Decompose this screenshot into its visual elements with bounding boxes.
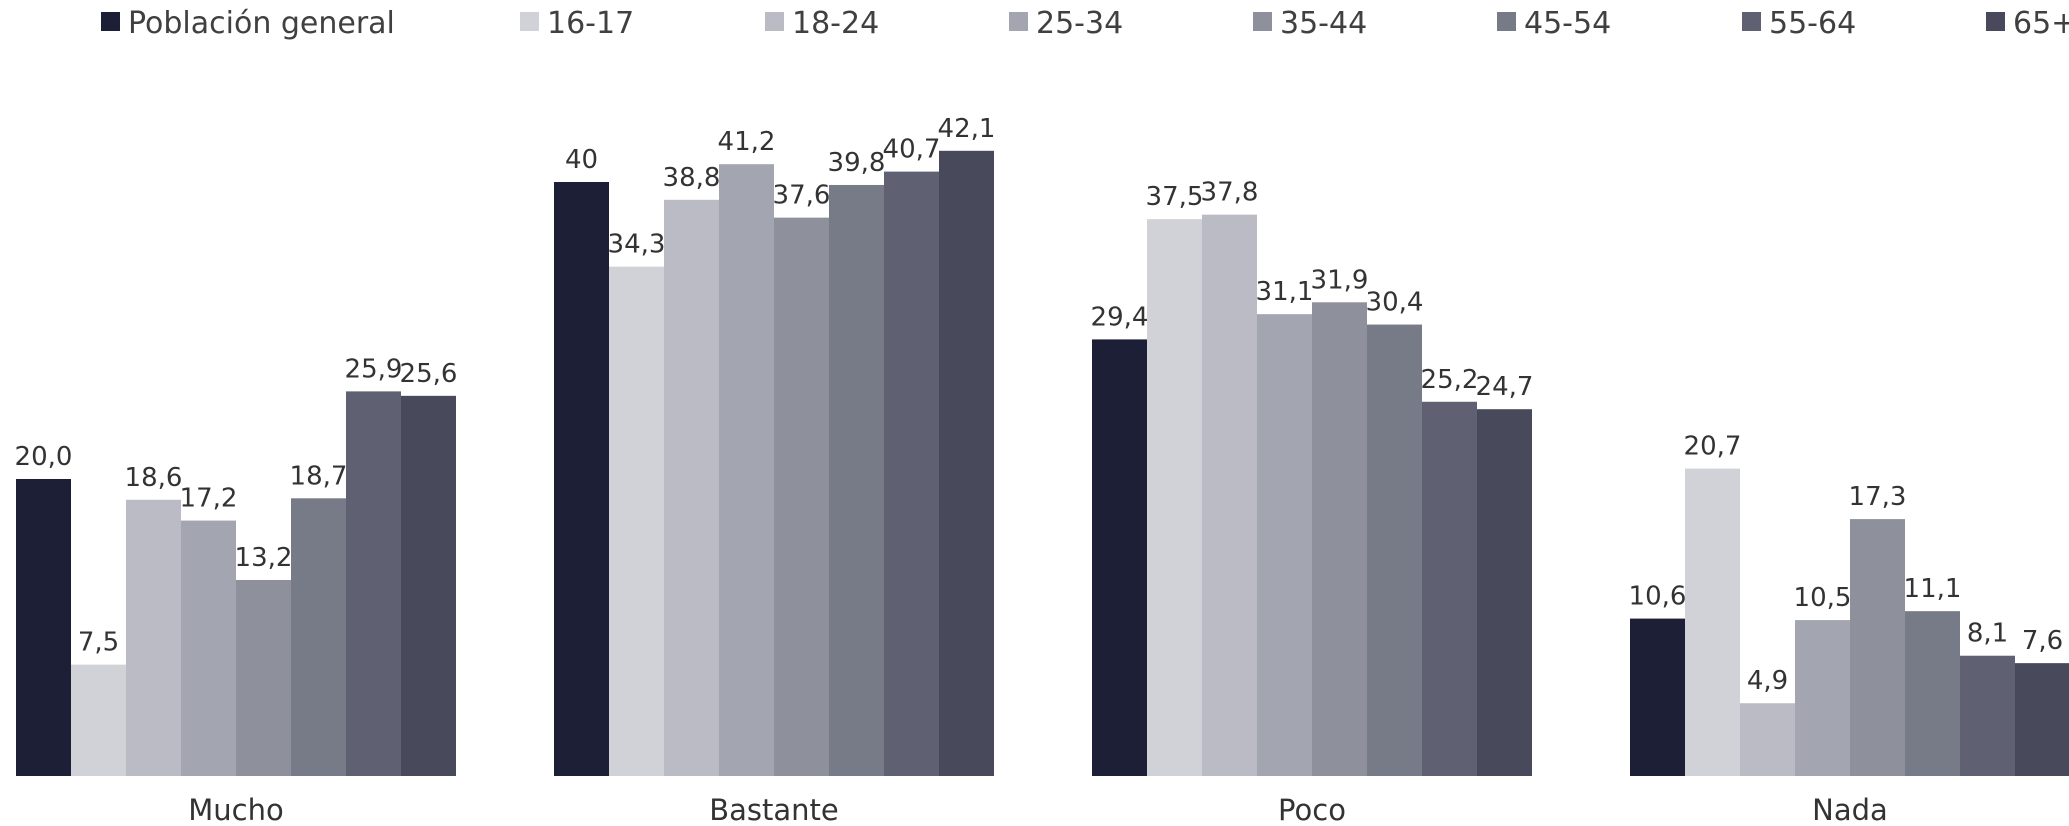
data-label-poco-16-17: 37,5 [1146,182,1204,212]
bar-bastante-poblaci-n-general [554,182,609,776]
legend-swatch-35-44 [1253,12,1272,31]
data-label-bastante-45-54: 39,8 [828,148,886,178]
bar-mucho-35-44 [236,579,291,776]
bar-mucho-16-17 [71,664,126,776]
bars [16,150,2069,777]
data-label-mucho-16-17: 7,5 [78,628,119,658]
data-label-mucho-55-64: 25,9 [345,354,403,384]
data-label-poco-25-34: 31,1 [1256,277,1314,307]
legend-swatch-55-64 [1742,12,1761,31]
data-label-mucho-18-24: 18,6 [125,463,183,493]
bar-mucho-45-54 [291,498,346,776]
legend-swatch-poblaci-n-general [101,12,120,31]
bar-mucho-65plus [401,395,456,776]
legend-swatch-16-17 [520,12,539,31]
bar-poco-55-64 [1422,401,1477,776]
category-label-mucho: Mucho [188,793,283,826]
bar-mucho-18-24 [126,499,181,776]
data-label-nada-poblaci-n-general: 10,6 [1629,582,1687,612]
data-label-nada-25-34: 10,5 [1794,583,1852,613]
data-label-bastante-18-24: 38,8 [663,163,721,193]
bar-nada-55-64 [1960,655,2015,776]
data-label-mucho-65plus: 25,6 [400,359,458,389]
data-label-bastante-55-64: 40,7 [883,135,941,165]
legend-swatch-45-54 [1497,12,1516,31]
legend-label-55-64: 55-64 [1769,6,1856,41]
bar-bastante-45-54 [829,184,884,777]
category-axis: Mucho Bastante Poco Nada [188,793,1888,826]
legend-label-18-24: 18-24 [792,6,879,41]
bar-poco-45-54 [1367,324,1422,776]
data-labels: 20,0 7,5 18,617,2 13,2 18,7 25,925,6 40 34,3 38,… [15,114,2064,696]
data-label-poco-35-44: 31,9 [1311,265,1369,295]
legend-label-35-44: 35-44 [1280,6,1367,41]
bar-bastante-55-64 [884,171,939,777]
data-label-nada-18-24: 4,9 [1747,666,1788,696]
data-label-bastante-25-34: 41,2 [718,127,776,157]
legend-label-65plus: 65+ [2013,6,2069,41]
bar-mucho-poblaci-n-general [16,479,71,776]
data-label-bastante-poblaci-n-general: 40 [565,145,598,175]
legend-label-45-54: 45-54 [1524,6,1611,41]
bar-bastante-18-24 [664,199,719,776]
category-label-poco: Poco [1278,793,1346,826]
bar-poco-16-17 [1147,219,1202,776]
data-label-bastante-16-17: 34,3 [608,230,666,260]
bar-mucho-25-34 [181,520,236,776]
legend-swatch-25-34 [1009,12,1028,31]
data-label-poco-poblaci-n-general: 29,4 [1091,302,1149,332]
data-label-nada-45-54: 11,1 [1904,574,1962,604]
legend-label-poblaci-n-general: Población general [128,6,395,41]
data-label-bastante-35-44: 37,6 [773,181,831,211]
data-label-nada-35-44: 17,3 [1849,482,1907,512]
data-label-nada-65plus: 7,6 [2022,626,2063,656]
data-label-poco-18-24: 37,8 [1201,178,1259,208]
legend-label-16-17: 16-17 [547,6,634,41]
bar-bastante-35-44 [774,217,829,776]
legend-swatch-65plus [1986,12,2005,31]
data-label-bastante-65plus: 42,1 [938,114,996,144]
bar-mucho-55-64 [346,391,401,776]
bar-poco-35-44 [1312,302,1367,776]
data-label-poco-65plus: 24,7 [1476,372,1534,402]
data-label-mucho-35-44: 13,2 [235,543,293,573]
bar-bastante-16-17 [609,266,664,776]
legend-label-25-34: 25-34 [1036,6,1123,41]
bar-nada-poblaci-n-general [1630,618,1685,776]
bar-bastante-65plus [939,150,994,776]
bar-poco-poblaci-n-general [1092,339,1147,776]
bar-nada-65plus [2015,663,2069,776]
bar-nada-16-17 [1685,468,1740,776]
bar-nada-25-34 [1795,620,1850,776]
data-label-nada-16-17: 20,7 [1684,432,1742,462]
legend-swatch-18-24 [765,12,784,31]
bar-poco-25-34 [1257,314,1312,776]
data-label-mucho-25-34: 17,2 [180,484,238,514]
legend: Población general 16-17 18-24 25-34 35-44 45-… [101,6,2069,41]
data-label-poco-45-54: 30,4 [1366,288,1424,318]
bar-nada-45-54 [1905,611,1960,776]
category-label-nada: Nada [1812,793,1888,826]
bar-poco-65plus [1477,409,1532,776]
data-label-nada-55-64: 8,1 [1967,619,2008,649]
data-label-poco-55-64: 25,2 [1421,365,1479,395]
data-label-mucho-45-54: 18,7 [290,461,348,491]
bar-nada-18-24 [1740,703,1795,776]
data-label-mucho-poblaci-n-general: 20,0 [15,442,73,472]
bar-bastante-25-34 [719,164,774,776]
bar-poco-18-24 [1202,214,1257,777]
category-label-bastante: Bastante [709,793,839,826]
bar-nada-35-44 [1850,519,1905,776]
